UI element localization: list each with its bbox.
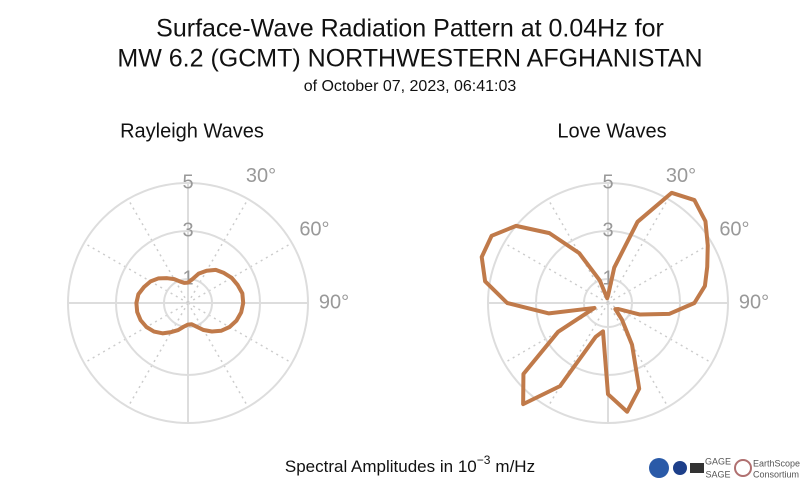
x-axis-label-text: Spectral Amplitudes in 10 — [285, 457, 477, 476]
r-tick-label: 1 — [602, 267, 613, 289]
logo-usgs — [690, 463, 704, 473]
theta-grid-line — [607, 242, 713, 304]
logo-text: EarthScope — [753, 458, 800, 468]
theta-grid-line — [547, 302, 609, 408]
pattern-curve — [134, 267, 246, 336]
theta-grid-line — [83, 242, 189, 304]
theta-grid-line — [607, 302, 669, 408]
theta-grid-line — [187, 242, 293, 304]
theta-grid-line — [187, 302, 249, 408]
logo-text: Consortium — [753, 469, 799, 479]
r-tick-label: 5 — [602, 171, 613, 193]
r-tick-label: 3 — [182, 219, 193, 241]
logo-text: GAGE — [705, 456, 731, 466]
theta-grid-line — [187, 198, 249, 304]
r-grid-ring — [115, 230, 261, 376]
title-line: Surface-Wave Radiation Pattern at 0.04Hz… — [156, 15, 664, 43]
theta-tick-label: 60° — [299, 218, 329, 240]
subtitle: of October 07, 2023, 06:41:03 — [304, 78, 517, 95]
theta-tick-label: 90° — [739, 291, 769, 313]
theta-grid-line — [127, 302, 189, 408]
theta-grid-line — [607, 302, 713, 364]
theta-tick-label: 30° — [666, 165, 696, 187]
logo-earthscope — [734, 459, 752, 477]
x-axis-label: Spectral Amplitudes in 10−3 m/Hz — [285, 453, 535, 476]
theta-grid-line — [127, 198, 189, 304]
logo-text: SAGE — [705, 469, 730, 479]
theta-grid-line — [503, 242, 609, 304]
r-grid-ring — [583, 278, 633, 328]
r-grid-ring — [67, 182, 309, 424]
theta-tick-label: 60° — [719, 218, 749, 240]
theta-tick-label: 90° — [319, 291, 349, 313]
x-axis-label-exponent: −3 — [477, 453, 491, 467]
r-tick-label: 3 — [602, 219, 613, 241]
logo-nasa — [673, 461, 687, 475]
r-grid-ring — [163, 278, 213, 328]
logos: GAGE SAGE EarthScope Consortium — [649, 456, 800, 479]
theta-grid-line — [187, 302, 293, 364]
theta-grid-line — [83, 302, 189, 364]
chart-title: Love Waves — [557, 120, 666, 142]
title-line: MW 6.2 (GCMT) NORTHWESTERN AFGHANISTAN — [117, 45, 702, 73]
logo-nsf — [649, 458, 669, 478]
r-grid-ring — [487, 182, 729, 424]
r-tick-label: 1 — [182, 267, 193, 289]
chart-title: Rayleigh Waves — [120, 120, 264, 142]
pattern-curve — [479, 190, 710, 414]
theta-grid-line — [607, 198, 669, 304]
r-tick-label: 5 — [182, 171, 193, 193]
theta-tick-label: 30° — [246, 165, 276, 187]
x-axis-label-unit: m/Hz — [495, 457, 535, 476]
